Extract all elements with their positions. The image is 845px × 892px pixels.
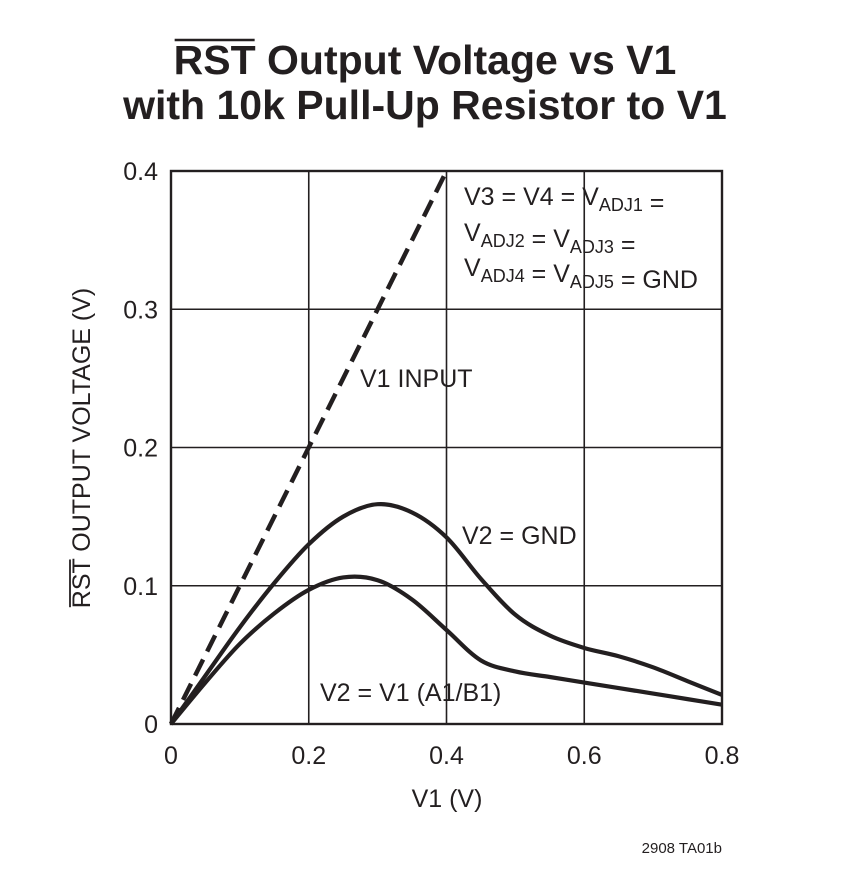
- y-tick-label: 0.3: [123, 296, 158, 324]
- x-axis-title: V1 (V): [412, 785, 483, 813]
- conditions-line1: V3 = V4 = VADJ1 =: [464, 183, 664, 217]
- chart-title-line2: with 10k Pull-Up Resistor to V1: [122, 82, 727, 128]
- y-axis-title: RST OUTPUT VOLTAGE (V): [68, 288, 96, 608]
- conditions-line2: VADJ2 = VADJ3 =: [464, 219, 635, 259]
- v2-v1-label: V2 = V1 (A1/B1): [320, 679, 501, 707]
- figure-code: 2908 TA01b: [642, 840, 722, 857]
- chart-title-rst: RST: [174, 37, 256, 83]
- y-tick-label: 0.4: [123, 158, 158, 186]
- plot-frame: [169, 169, 724, 726]
- series-line-v2-v1-a1-b1: [169, 574, 723, 726]
- x-tick-label: 0: [164, 742, 178, 770]
- tick-labels: 0 0.2 0.4 0.6 0.8 0 0.1 0.2 0.3 0.4: [123, 158, 739, 770]
- v1-input-label: V1 INPUT: [360, 365, 473, 393]
- x-tick-label: 0.4: [429, 742, 464, 770]
- grid-layer: [169, 169, 724, 726]
- x-tick-label: 0.6: [567, 742, 602, 770]
- series-layer: [168, 169, 723, 726]
- series-line-v1-input: [168, 169, 449, 726]
- x-tick-label: 0.2: [291, 742, 326, 770]
- y-tick-label: 0: [144, 711, 158, 739]
- conditions-line3: VADJ4 = VADJ5 = GND: [464, 254, 698, 294]
- chart-title-line1-rest: Output Voltage vs V1: [256, 37, 677, 83]
- series-line-v2-gnd: [169, 502, 723, 726]
- y-axis-title-rest: OUTPUT VOLTAGE (V): [68, 288, 96, 559]
- chart-title-line1: RST Output Voltage vs V1: [174, 37, 677, 83]
- x-tick-label: 0.8: [705, 742, 740, 770]
- y-tick-label: 0.1: [123, 573, 158, 601]
- v2-gnd-label: V2 = GND: [462, 522, 577, 550]
- y-tick-label: 0.2: [123, 435, 158, 463]
- y-axis-title-rst: RST: [68, 558, 96, 608]
